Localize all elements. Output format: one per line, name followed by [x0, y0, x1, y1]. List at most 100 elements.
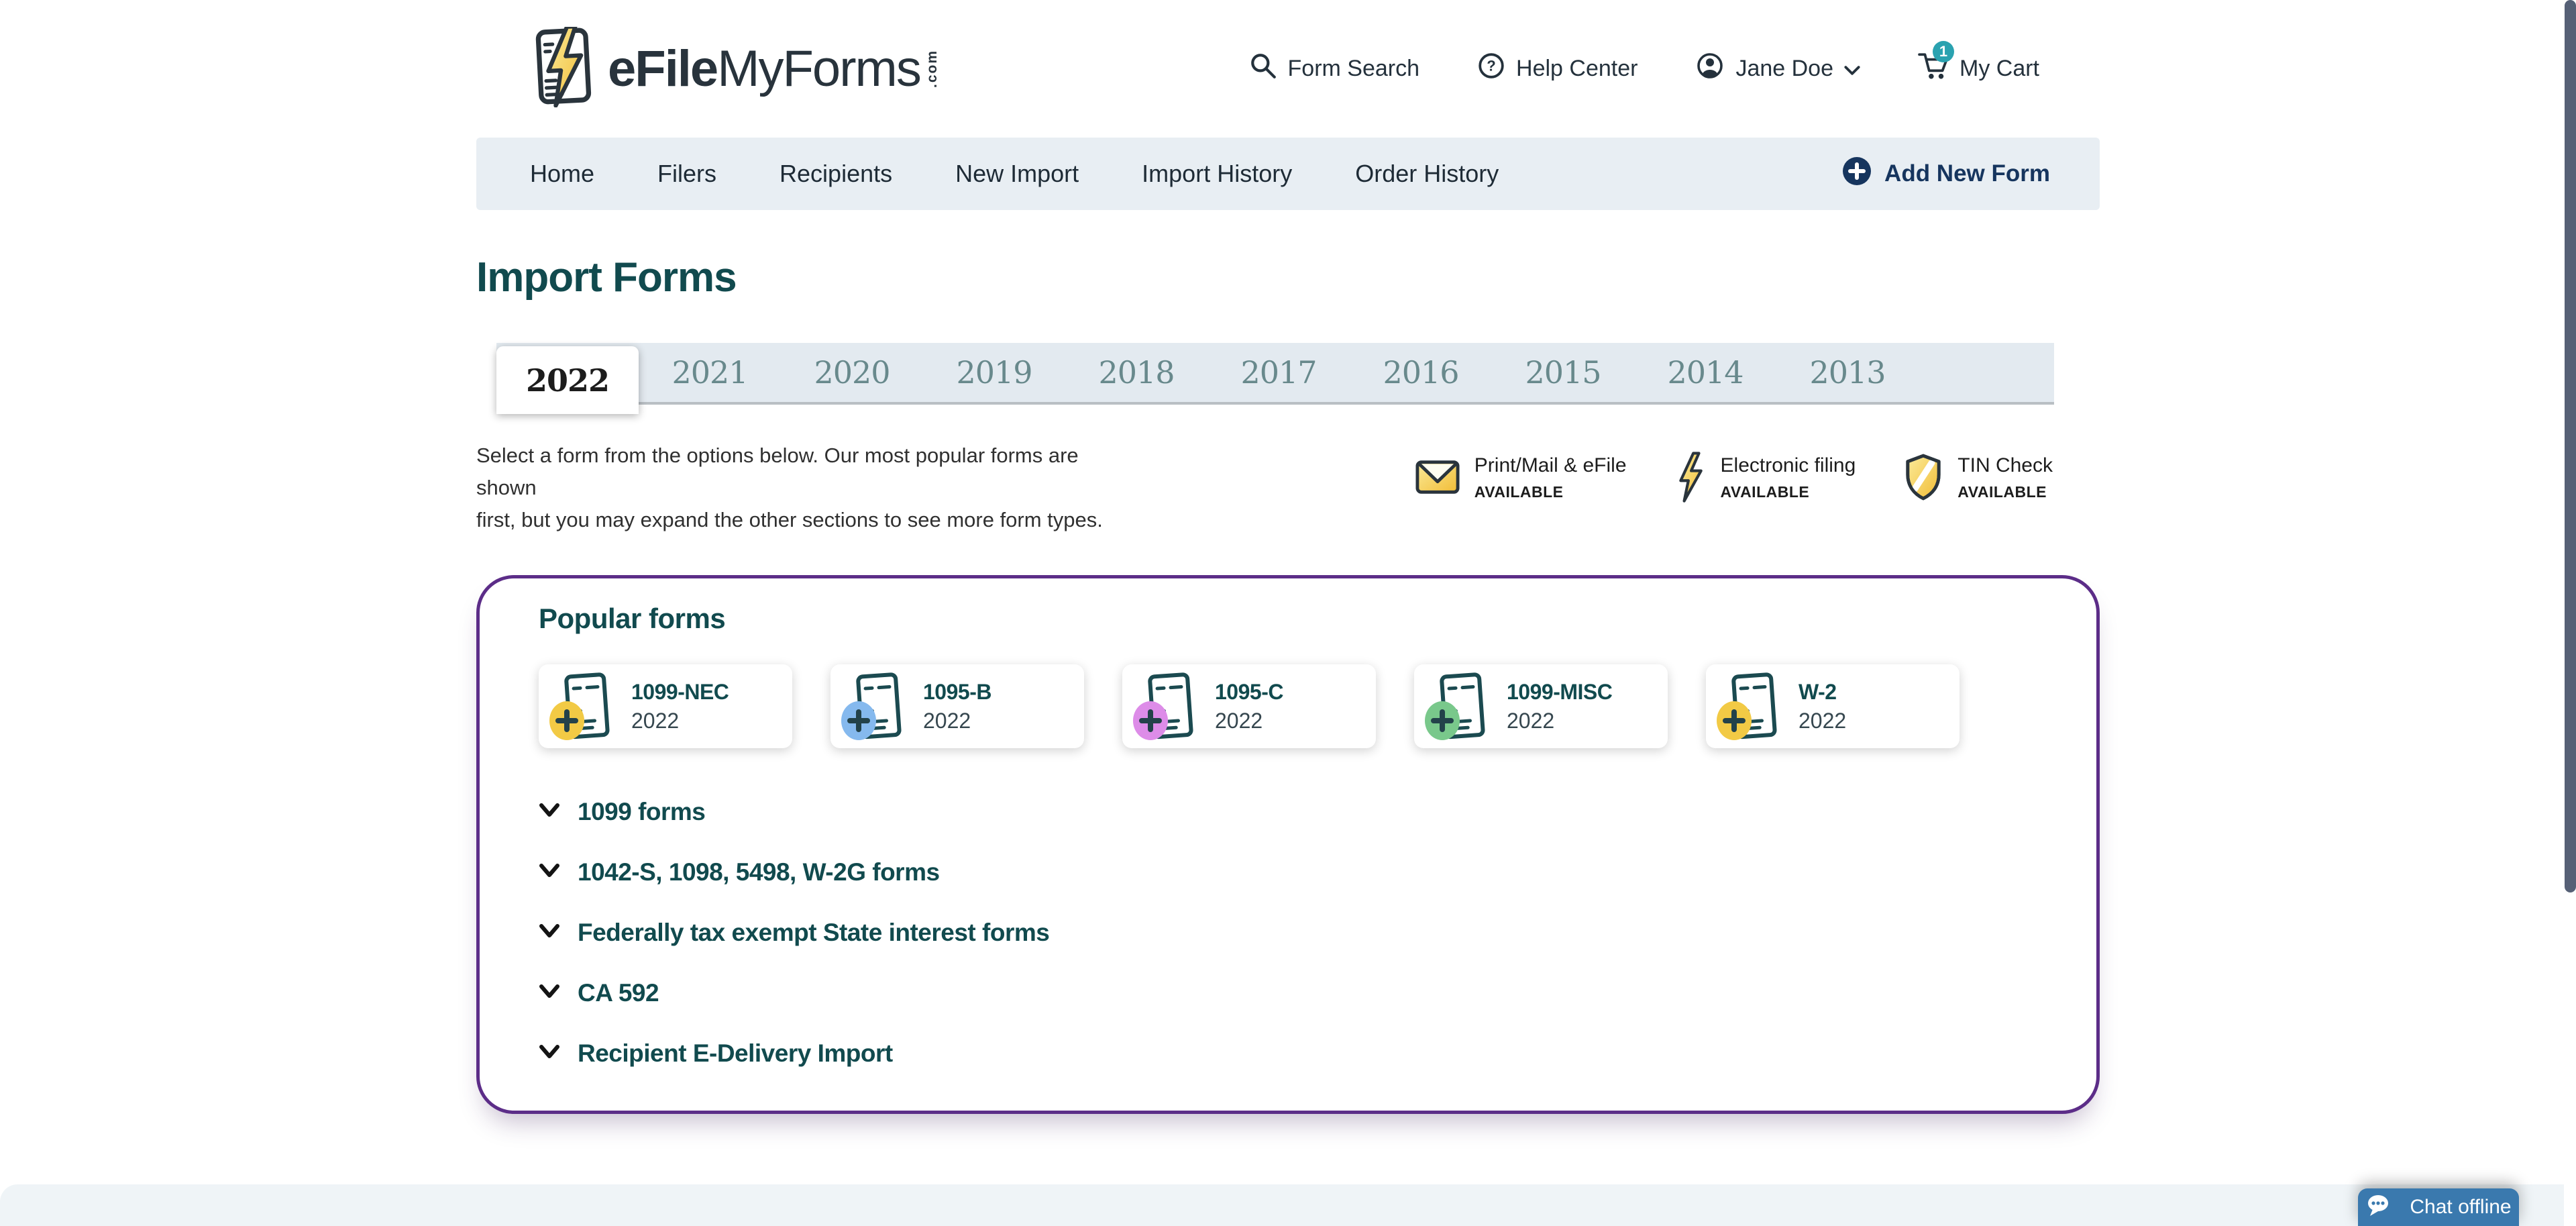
plus-icon	[549, 701, 584, 740]
form-card-1095-c[interactable]: 1095-C 2022	[1122, 664, 1376, 748]
document-plus-icon	[549, 672, 616, 742]
vertical-scrollbar[interactable]	[2565, 0, 2576, 892]
accordion-recipient-e-delivery[interactable]: Recipient E-Delivery Import	[539, 1023, 2037, 1084]
feature-label: Print/Mail & eFile	[1474, 454, 1627, 476]
user-menu[interactable]: Jane Doe	[1695, 51, 1860, 87]
document-plus-icon	[1133, 672, 1200, 742]
popular-forms-heading: Popular forms	[539, 603, 726, 634]
accordion-title: Federally tax exempt State interest form…	[578, 919, 1050, 946]
chevron-down-icon	[539, 863, 560, 882]
accordion-1042s-1098-5498-w2g[interactable]: 1042-S, 1098, 5498, W-2G forms	[539, 842, 2037, 903]
feature-status: AVAILABLE	[1720, 483, 1810, 501]
year-tab-2016[interactable]: 2016	[1383, 354, 1459, 391]
feature-status: AVAILABLE	[1474, 483, 1564, 501]
feature-status: AVAILABLE	[1957, 483, 2047, 501]
nav-item-recipients[interactable]: Recipients	[780, 160, 893, 187]
document-plus-icon	[841, 672, 908, 742]
chat-offline-label: Chat offline	[2410, 1196, 2512, 1218]
accordion-federally-tax-exempt[interactable]: Federally tax exempt State interest form…	[539, 903, 2037, 963]
year-tab-2014[interactable]: 2014	[1667, 354, 1743, 391]
chevron-down-icon	[539, 803, 560, 821]
feature-tin-check: TIN Check AVAILABLE	[1904, 452, 2053, 506]
help-icon: ?	[1477, 52, 1505, 86]
chat-bubble-icon	[2365, 1194, 2392, 1221]
year-tab-2013[interactable]: 2013	[1809, 354, 1886, 391]
search-icon	[1249, 52, 1277, 86]
form-card-name: 1095-B	[923, 679, 991, 704]
nav-item-import-history[interactable]: Import History	[1142, 160, 1293, 187]
nav-item-filers[interactable]: Filers	[657, 160, 717, 187]
form-card-w-2[interactable]: W-2 2022	[1706, 664, 1960, 748]
form-card-year: 2022	[1507, 708, 1555, 733]
accordion-title: 1099 forms	[578, 798, 706, 825]
my-cart-label: My Cart	[1960, 56, 2039, 81]
form-card-name: 1099-NEC	[631, 679, 729, 704]
document-plus-icon	[1425, 672, 1492, 742]
year-tab-2015[interactable]: 2015	[1525, 354, 1601, 391]
help-center-button[interactable]: ? Help Center	[1477, 52, 1638, 86]
accordion-title: CA 592	[578, 979, 659, 1007]
app-header: eFile MyForms .com Form Search	[0, 0, 2576, 138]
form-card-name: W-2	[1799, 679, 1837, 704]
intro-line-1: Select a form from the options below. Ou…	[476, 444, 1079, 499]
year-tab-2017[interactable]: 2017	[1240, 354, 1317, 391]
plus-circle-icon	[1841, 156, 1872, 193]
plus-icon	[1425, 701, 1460, 740]
brand-name-bold: eFile	[608, 40, 718, 97]
accordion-list: 1099 forms 1042-S, 1098, 5498, W-2G form…	[539, 782, 2037, 1084]
accordion-title: 1042-S, 1098, 5498, W-2G forms	[578, 858, 940, 886]
nav-item-new-import[interactable]: New Import	[955, 160, 1079, 187]
feature-electronic-filing: Electronic filing AVAILABLE	[1675, 452, 1856, 506]
chat-offline-button[interactable]: Chat offline	[2358, 1188, 2519, 1226]
plus-icon	[1717, 701, 1752, 740]
nav-item-home[interactable]: Home	[530, 160, 595, 187]
svg-text:?: ?	[1487, 57, 1495, 74]
accordion-title: Recipient E-Delivery Import	[578, 1039, 893, 1067]
year-tab-2022[interactable]: 2022	[496, 346, 639, 414]
form-card-name: 1095-C	[1215, 679, 1283, 704]
year-tab-2020[interactable]: 2020	[814, 354, 890, 391]
form-card-1095-b[interactable]: 1095-B 2022	[830, 664, 1084, 748]
feature-print-mail-efile: Print/Mail & eFile AVAILABLE	[1415, 452, 1627, 506]
popular-form-cards: 1099-NEC 2022	[539, 664, 2037, 748]
header-menu: Form Search ? Help Center	[1249, 41, 2039, 87]
form-search-button[interactable]: Form Search	[1249, 52, 1419, 86]
forms-box: Popular forms	[476, 575, 2100, 1114]
cart-icon: 1	[1918, 41, 1954, 86]
footer-strip	[0, 1184, 2564, 1226]
page-title: Import Forms	[476, 254, 737, 301]
feature-label: TIN Check	[1957, 454, 2053, 476]
plus-icon	[1133, 701, 1168, 740]
add-new-form-button[interactable]: Add New Form	[1841, 156, 2050, 193]
lightning-icon	[1675, 452, 1706, 506]
brand-logo[interactable]: eFile MyForms .com	[529, 24, 941, 111]
add-new-form-label: Add New Form	[1884, 160, 2050, 187]
main-content: Import Forms 2022 2021 2020 2019 2018 20…	[476, 254, 2100, 1114]
year-tab-2021[interactable]: 2021	[672, 354, 748, 391]
form-card-year: 2022	[631, 708, 680, 733]
user-name-label: Jane Doe	[1735, 56, 1833, 81]
accordion-ca-592[interactable]: CA 592	[539, 963, 2037, 1023]
intro-text: Select a form from the options below. Ou…	[476, 440, 1134, 536]
document-plus-icon	[1717, 672, 1784, 742]
my-cart-button[interactable]: 1 My Cart	[1918, 41, 2039, 86]
year-tab-strip: 2022 2021 2020 2019 2018 2017 2016 2015 …	[496, 343, 2054, 414]
brand-name-regular: MyForms	[717, 40, 922, 97]
accordion-1099-forms[interactable]: 1099 forms	[539, 782, 2037, 842]
envelope-icon	[1415, 459, 1460, 499]
user-avatar-icon	[1695, 51, 1725, 87]
help-center-label: Help Center	[1516, 56, 1638, 81]
lightning-clipboard-icon	[529, 24, 598, 111]
plus-icon	[841, 701, 876, 740]
nav-item-order-history[interactable]: Order History	[1355, 160, 1499, 187]
year-tab-2018[interactable]: 2018	[1098, 354, 1175, 391]
chevron-down-icon	[1844, 56, 1860, 82]
form-card-year: 2022	[923, 708, 971, 733]
shield-icon	[1904, 454, 1943, 504]
chevron-down-icon	[539, 1044, 560, 1063]
form-card-1099-nec[interactable]: 1099-NEC 2022	[539, 664, 792, 748]
year-tab-2019[interactable]: 2019	[956, 354, 1032, 391]
form-card-1099-misc[interactable]: 1099-MISC 2022	[1414, 664, 1668, 748]
form-card-year: 2022	[1799, 708, 1847, 733]
intro-line-2: first, but you may expand the other sect…	[476, 508, 1103, 531]
